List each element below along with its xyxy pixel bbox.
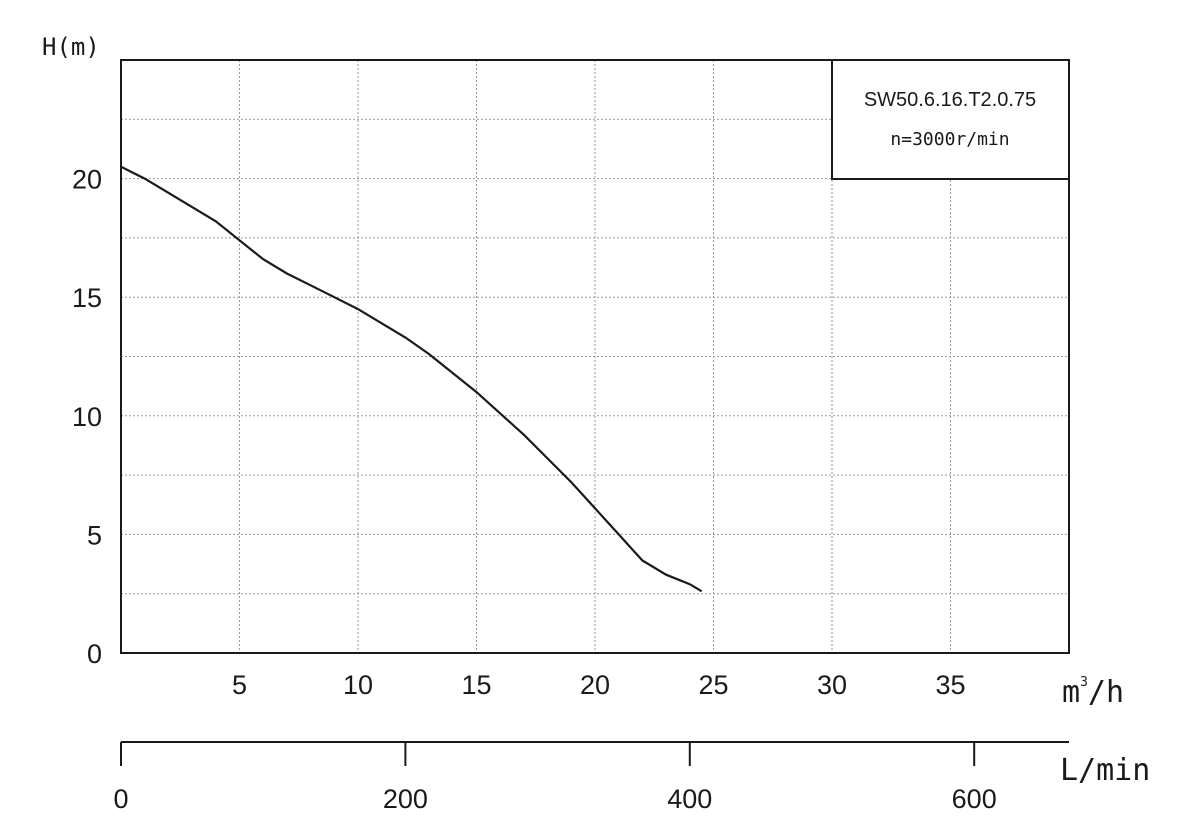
grid-lines — [121, 60, 1069, 653]
legend-model: SW50.6.16.T2.0.75 — [864, 89, 1036, 111]
x-tick-label: 35 — [935, 670, 965, 700]
secondary-tick-label: 400 — [667, 784, 712, 814]
y-tick-labels: 0 5 10 15 20 — [72, 165, 102, 669]
secondary-axis-ticks: 0 200 400 600 — [113, 742, 997, 814]
x-tick-label: 10 — [343, 670, 373, 700]
secondary-tick-label: 0 — [113, 784, 128, 814]
secondary-axis-label: L/min — [1060, 753, 1150, 788]
x-tick-label: 30 — [817, 670, 847, 700]
legend-speed: n=3000r/min — [890, 129, 1009, 150]
y-tick-label: 10 — [72, 402, 102, 432]
x-tick-label: 15 — [461, 670, 491, 700]
x-tick-label: 25 — [698, 670, 728, 700]
x-tick-labels: 5 10 15 20 25 30 35 — [232, 670, 966, 700]
legend-box: SW50.6.16.T2.0.75 n=3000r/min — [831, 59, 1070, 180]
x-tick-label: 5 — [232, 670, 247, 700]
legend-frame — [831, 59, 1070, 180]
x-axis-label-rest: /h — [1088, 675, 1124, 710]
y-tick-label: 15 — [72, 283, 102, 313]
plot-frame — [120, 59, 1070, 654]
head-flow-curve — [120, 165, 703, 593]
y-tick-label: 5 — [87, 520, 102, 550]
y-axis-label: H(m) — [42, 33, 100, 61]
x-axis-label-sup: 3 — [1080, 675, 1088, 690]
secondary-tick-label: 200 — [383, 784, 428, 814]
x-axis-label-base: m — [1062, 675, 1080, 710]
x-tick-label: 20 — [580, 670, 610, 700]
y-tick-label: 0 — [87, 639, 102, 669]
y-tick-label: 20 — [72, 165, 102, 195]
x-axis-label: m3/h — [1062, 675, 1124, 710]
secondary-tick-label: 600 — [952, 784, 997, 814]
